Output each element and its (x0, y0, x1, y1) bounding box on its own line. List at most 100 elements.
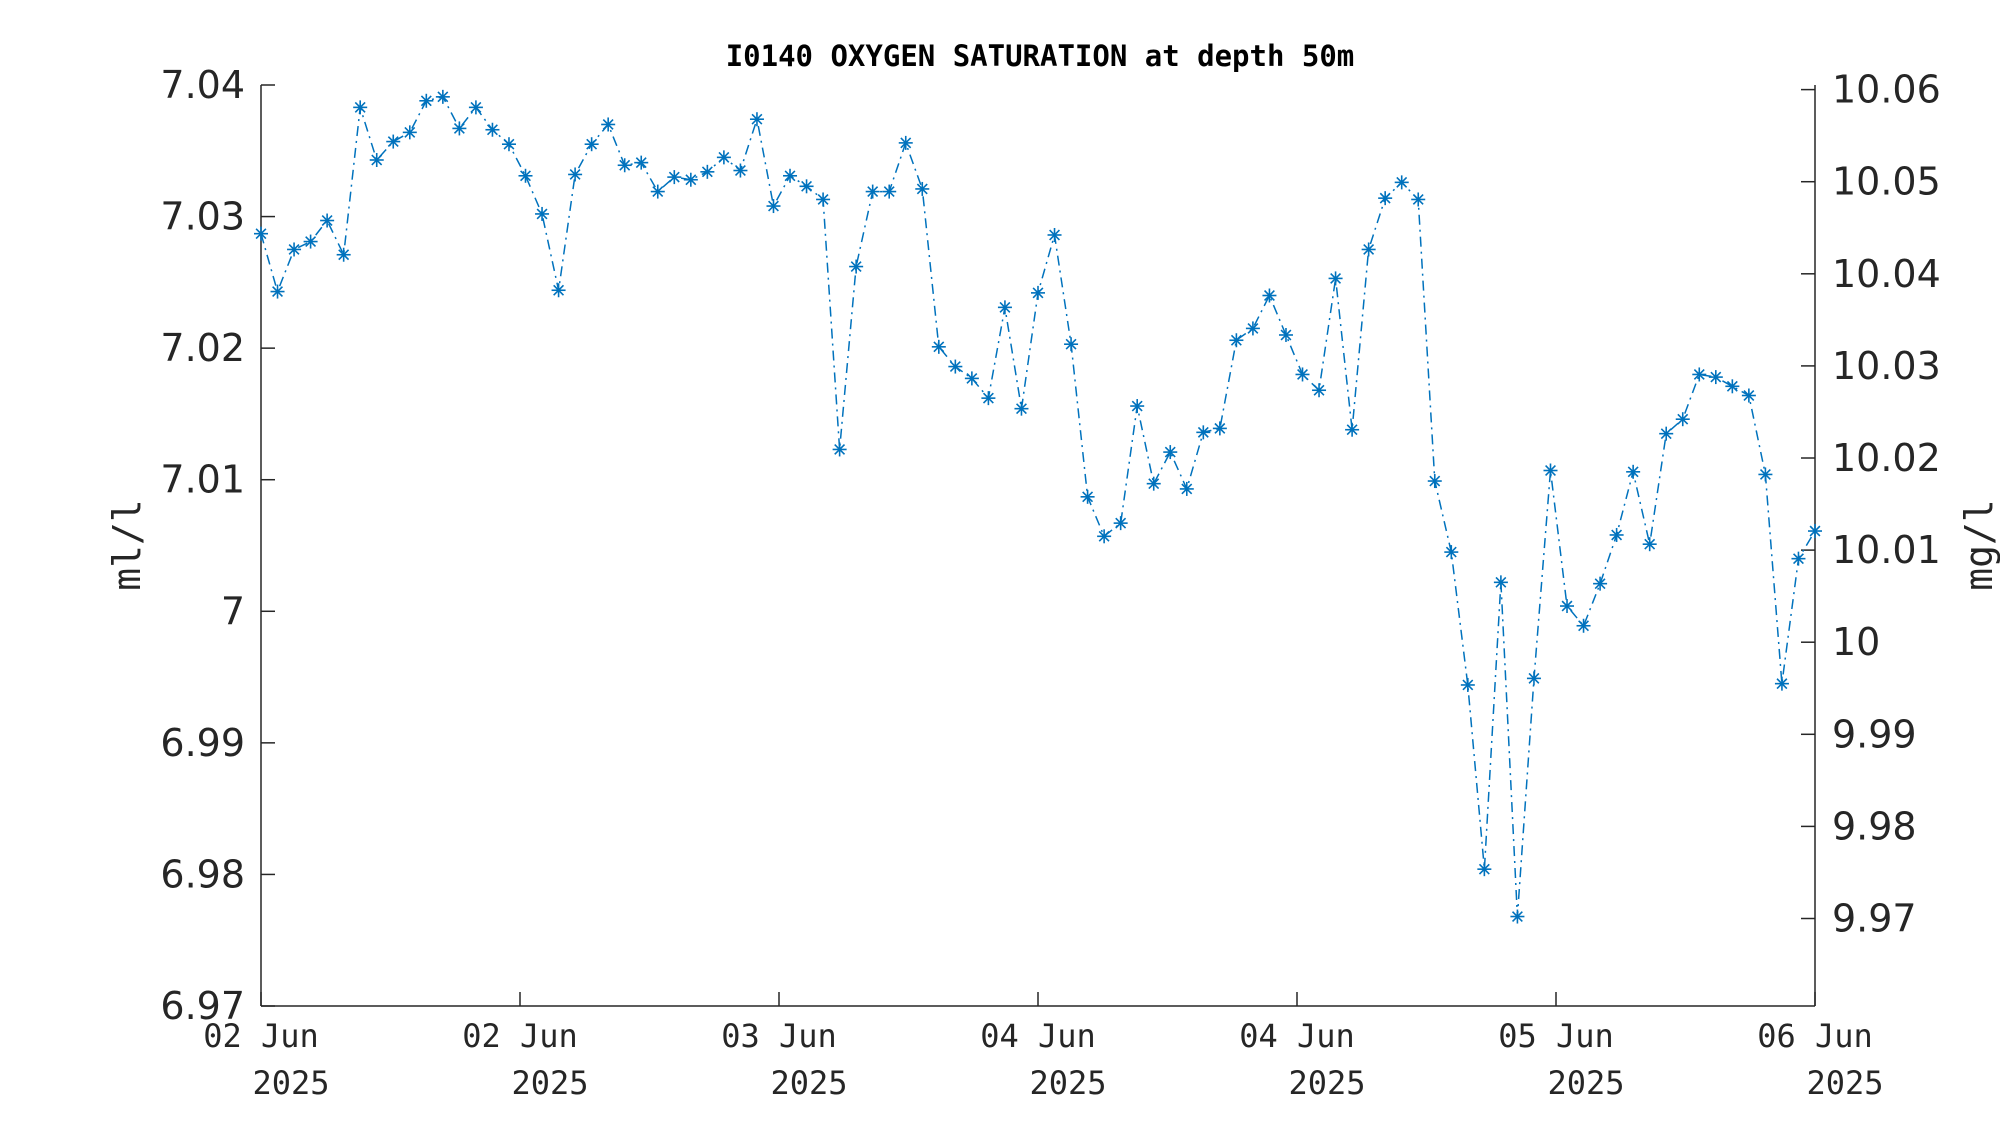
left-tick-label: 6.98 (160, 852, 245, 896)
x-tick-year: 2025 (1547, 1064, 1624, 1102)
right-tick-label: 9.99 (1832, 712, 1917, 756)
x-tick-year: 2025 (511, 1064, 588, 1102)
data-point (1080, 489, 1095, 504)
data-point (783, 168, 798, 183)
data-point (1692, 367, 1707, 382)
data-point (749, 112, 764, 127)
data-point (997, 300, 1012, 315)
data-point (518, 168, 533, 183)
data-point (1758, 467, 1773, 482)
data-point (832, 442, 847, 457)
right-tick-label: 10.06 (1832, 68, 1941, 112)
data-point (1278, 327, 1293, 342)
data-point (1444, 545, 1459, 560)
data-point (1229, 333, 1244, 348)
chart-title: I0140 OXYGEN SATURATION at depth 50m (726, 39, 1355, 73)
data-point (1626, 464, 1641, 479)
data-point (1113, 516, 1128, 531)
data-point (1014, 401, 1029, 416)
x-tick-year: 2025 (1288, 1064, 1365, 1102)
data-point (1345, 422, 1360, 437)
data-point (1543, 463, 1558, 478)
data-point (1163, 445, 1178, 460)
right-tick-label: 10.02 (1832, 436, 1941, 480)
right-tick-label: 10 (1832, 620, 1880, 664)
data-point (915, 181, 930, 196)
right-tick-label: 10.03 (1832, 344, 1941, 388)
data-point (766, 199, 781, 214)
data-point (882, 184, 897, 199)
data-point (601, 117, 616, 132)
data-point (1609, 527, 1624, 542)
data-point (849, 259, 864, 274)
data-point (981, 391, 996, 406)
data-point (1179, 481, 1194, 496)
data-point (931, 339, 946, 354)
data-point (1526, 671, 1541, 686)
left-tick-label: 6.97 (160, 984, 245, 1028)
data-point (733, 163, 748, 178)
data-point (287, 242, 302, 257)
left-tick-label: 6.99 (160, 721, 245, 765)
data-point (948, 359, 963, 374)
data-point (1097, 529, 1112, 544)
right-tick-label: 10.05 (1832, 160, 1941, 204)
data-point (1328, 271, 1343, 286)
right-tick-label: 9.98 (1832, 804, 1917, 848)
data-point (1245, 321, 1260, 336)
data-point (1791, 551, 1806, 566)
data-point (1427, 474, 1442, 489)
data-point (551, 283, 566, 298)
data-point (898, 135, 913, 150)
right-tick-label: 10.01 (1832, 528, 1941, 572)
data-point (1725, 379, 1740, 394)
x-tick-day: 04 Jun (1239, 1017, 1355, 1055)
series-line (260, 95, 1816, 917)
series-markers (254, 89, 1822, 924)
y-axis-label-left: ml/l (105, 499, 149, 591)
axes (260, 85, 1816, 1007)
data-point (1361, 242, 1376, 257)
data-point (650, 184, 665, 199)
data-point (1295, 367, 1310, 382)
data-point (501, 137, 516, 152)
data-point (270, 284, 285, 299)
data-point (468, 100, 483, 115)
data-point (1064, 337, 1079, 352)
data-point (1212, 421, 1227, 436)
x-tick-year: 2025 (1029, 1064, 1106, 1102)
data-point (1808, 524, 1822, 539)
data-point (485, 122, 500, 137)
data-point (1493, 575, 1508, 590)
data-point (1576, 618, 1591, 633)
left-ticks: 6.97 6.98 6.99 7 7.01 7.02 7.03 7.04 (160, 63, 275, 1028)
x-tick-day: 02 Jun (203, 1017, 319, 1055)
data-point (320, 213, 335, 228)
data-point (1196, 425, 1211, 440)
data-point (254, 226, 268, 241)
data-point (1708, 370, 1723, 385)
data-point (1659, 426, 1674, 441)
data-point (419, 93, 434, 108)
data-point (1378, 191, 1393, 206)
x-tick-day: 03 Jun (721, 1017, 837, 1055)
data-point (1642, 537, 1657, 552)
data-point (1675, 412, 1690, 427)
x-tick-year: 2025 (770, 1064, 847, 1102)
data-point (667, 170, 682, 185)
data-point (584, 137, 599, 152)
data-point (1130, 399, 1145, 414)
left-tick-label: 7.03 (160, 195, 245, 239)
data-point (1394, 175, 1409, 190)
data-point (1560, 599, 1575, 614)
data-point (452, 121, 467, 136)
data-point (617, 158, 632, 173)
data-point (1146, 476, 1161, 491)
right-tick-label: 9.97 (1832, 897, 1917, 941)
data-point (799, 179, 814, 194)
data-point (1774, 676, 1789, 691)
right-ticks: 9.97 9.98 9.99 10 10.01 10.02 10.03 10.04 10.05 1… (1801, 68, 1941, 941)
data-point (386, 134, 401, 149)
x-ticks: 02 Jun 2025 02 Jun 2025 03 Jun 2025 04 Jun 2025… (203, 992, 1884, 1102)
